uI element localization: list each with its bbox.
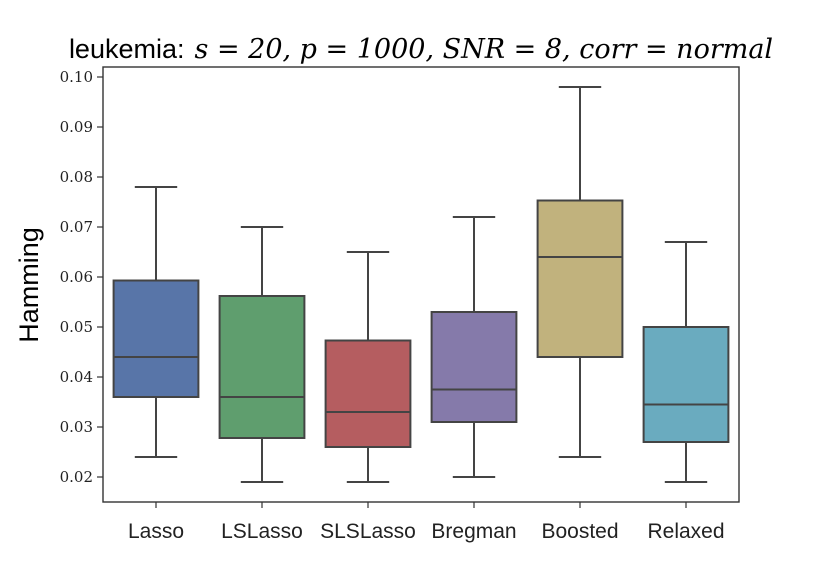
y-tick-label: 0.06 [60,268,93,286]
boxes-layer [112,86,730,483]
box-slslasso [324,251,412,483]
iqr-box [218,295,306,439]
x-tick-label-relaxed: Relaxed [647,520,724,543]
y-axis-label: Hamming [14,227,44,343]
x-tick-label-bregman: Bregman [431,520,516,543]
y-axis: 0.02 0.03 0.04 0.05 0.06 0.07 0.08 0.09 0.10 [60,68,103,486]
y-tick-label: 0.09 [60,118,93,136]
box-lasso [112,186,200,458]
iqr-box [324,339,412,448]
x-tick-label-boosted: Boosted [541,520,618,543]
box-boosted [536,86,624,458]
plot-frame [102,66,740,503]
iqr-box [642,326,730,443]
x-tick-label-lasso: Lasso [128,520,184,543]
y-tick-label: 0.02 [60,468,93,486]
box-bregman [430,216,518,478]
iqr-box [536,199,624,358]
chart-title: leukemia: s = 20, p = 1000, SNR = 8, corr… [69,34,773,65]
chart-title-math: s = 20, p = 1000, SNR = 8, corr = normal [195,34,774,65]
chart-title-prefix: leukemia: [69,34,185,64]
y-tick-label: 0.10 [60,68,93,86]
x-axis: Lasso LSLasso SLSLasso Bregman Boosted Relaxe… [128,502,725,543]
y-tick-label: 0.04 [60,368,93,386]
iqr-box [112,279,200,398]
iqr-box [430,311,518,423]
y-tick-label: 0.05 [60,318,93,336]
box-relaxed [642,241,730,483]
y-tick-label: 0.03 [60,418,93,436]
y-tick-label: 0.07 [60,218,93,236]
x-tick-label-slslasso: SLSLasso [320,520,416,543]
y-tick-label: 0.08 [60,168,93,186]
box-lslasso [218,226,306,483]
x-tick-label-lslasso: LSLasso [221,520,303,543]
